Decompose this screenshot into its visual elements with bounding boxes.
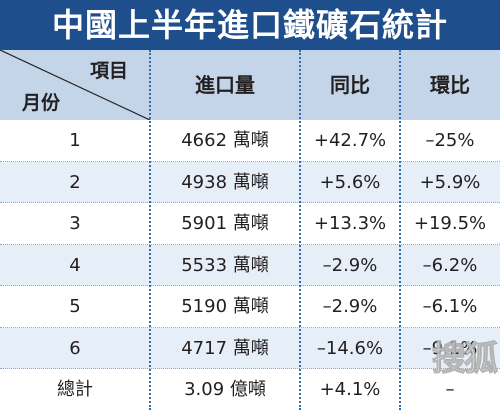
- corner-header-month: 月份: [22, 92, 61, 114]
- cell-import-volume: 4717 萬噸: [181, 337, 269, 359]
- table-row: 6 4717 萬噸 –14.6% –9.1%: [0, 327, 500, 369]
- cell-yoy-change: –14.6%: [316, 337, 384, 359]
- column-divider: [299, 50, 301, 410]
- cell-yoy-change: +13.3%: [313, 213, 387, 234]
- table-row: 總計 3.09 億噸 +4.1% –: [0, 369, 500, 410]
- corner-header-items: 項目: [89, 60, 128, 82]
- table-row: 3 5901 萬噸 +13.3% +19.5%: [0, 203, 500, 245]
- cell-import-volume: 4938 萬噸: [181, 171, 269, 193]
- cell-mom-change: –: [445, 379, 455, 400]
- table-title: 中國上半年進口鐵礦石統計: [0, 0, 500, 50]
- column-header-mom: 環比: [430, 73, 470, 97]
- cell-import-volume: 5190 萬噸: [181, 296, 269, 317]
- column-divider: [399, 50, 401, 410]
- cell-month: 1: [69, 130, 81, 151]
- cell-month: 3: [69, 213, 81, 234]
- cell-mom-change: –25%: [425, 130, 475, 151]
- cell-month: 4: [69, 254, 81, 276]
- cell-month: 2: [69, 171, 81, 193]
- corner-diagonal-line: [0, 50, 150, 120]
- watermark-logo: 搜狐: [432, 339, 499, 380]
- table-row: 2 4938 萬噸 +5.6% +5.9%: [0, 161, 500, 203]
- cell-mom-change: –6.1%: [422, 296, 478, 317]
- cell-mom-change: +5.9%: [419, 171, 481, 193]
- cell-month: 5: [69, 296, 81, 317]
- cell-yoy-change: +4.1%: [319, 379, 381, 400]
- cell-yoy-change: +42.7%: [313, 130, 387, 151]
- cell-yoy-change: –2.9%: [322, 296, 378, 317]
- corner-header-cell: 項目 月份: [0, 50, 150, 120]
- cell-month: 總計: [57, 379, 93, 400]
- cell-mom-change: +19.5%: [413, 213, 487, 234]
- table-row: 4 5533 萬噸 –2.9% –6.2%: [0, 244, 500, 286]
- cell-month: 6: [69, 337, 81, 359]
- cell-mom-change: –6.2%: [422, 254, 478, 276]
- column-divider: [149, 50, 151, 410]
- table-row: 1 4662 萬噸 +42.7% –25%: [0, 120, 500, 162]
- table-row: 5 5190 萬噸 –2.9% –6.1%: [0, 286, 500, 328]
- cell-mom-change: –9.1%: [422, 337, 478, 359]
- cell-import-volume: 3.09 億噸: [184, 379, 266, 400]
- cell-import-volume: 5901 萬噸: [181, 213, 269, 234]
- cell-yoy-change: +5.6%: [319, 171, 381, 193]
- cell-import-volume: 4662 萬噸: [181, 130, 269, 151]
- header-row: 項目 月份 進口量 同比 環比: [0, 50, 500, 120]
- table-body: 1 4662 萬噸 +42.7% –25% 2 4938 萬噸 +5.6% +5.9% 3 590…: [0, 120, 500, 410]
- cell-import-volume: 5533 萬噸: [181, 254, 269, 276]
- cell-yoy-change: –2.9%: [322, 254, 378, 276]
- column-header-import: 進口量: [195, 73, 255, 97]
- column-header-yoy: 同比: [330, 73, 370, 97]
